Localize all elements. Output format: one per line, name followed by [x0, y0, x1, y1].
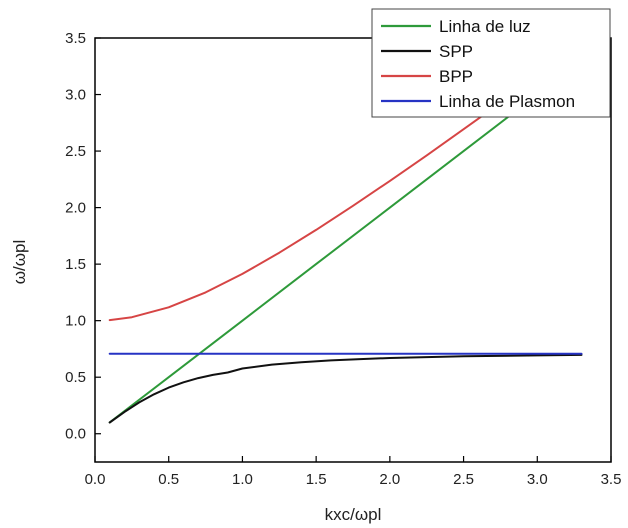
- y-tick-label: 1.5: [65, 256, 86, 273]
- x-tick-label: 2.5: [453, 471, 474, 488]
- y-tick-label: 2.0: [65, 200, 86, 217]
- legend-label-2: BPP: [439, 67, 473, 86]
- x-tick-label: 2.0: [379, 471, 400, 488]
- legend-label-0: Linha de luz: [439, 17, 531, 36]
- x-tick-label: 0.0: [85, 471, 106, 488]
- x-tick-label: 3.0: [527, 471, 548, 488]
- x-tick-label: 1.5: [306, 471, 327, 488]
- y-tick-label: 0.5: [65, 369, 86, 386]
- x-tick-label: 3.5: [601, 471, 622, 488]
- x-tick-label: 0.5: [158, 471, 179, 488]
- x-axis-label: kxc/ωpl: [325, 505, 382, 524]
- y-tick-label: 2.5: [65, 143, 86, 160]
- y-axis-label: ω/ωpl: [10, 240, 29, 285]
- legend-label-1: SPP: [439, 42, 473, 61]
- ticks-layer: 0.0 0.5 1.0 1.5 2.0 2.5 3.0 3.5 0.0 0.5 1.0 1.5 2.0 2…: [65, 30, 621, 488]
- y-tick-label: 3.5: [65, 30, 86, 47]
- series-layer: [108, 101, 583, 424]
- legend-label-3: Linha de Plasmon: [439, 92, 575, 111]
- x-tick-label: 1.0: [232, 471, 253, 488]
- series-line-1: [108, 353, 583, 424]
- series-line-2: [108, 101, 502, 322]
- legend: Linha de luz SPP BPP Linha de Plasmon: [371, 8, 611, 118]
- y-tick-label: 3.0: [65, 87, 86, 104]
- y-tick-label: 0.0: [65, 426, 86, 443]
- plot-frame: [94, 37, 612, 463]
- series-line-0: [108, 110, 517, 424]
- y-tick-label: 1.0: [65, 313, 86, 330]
